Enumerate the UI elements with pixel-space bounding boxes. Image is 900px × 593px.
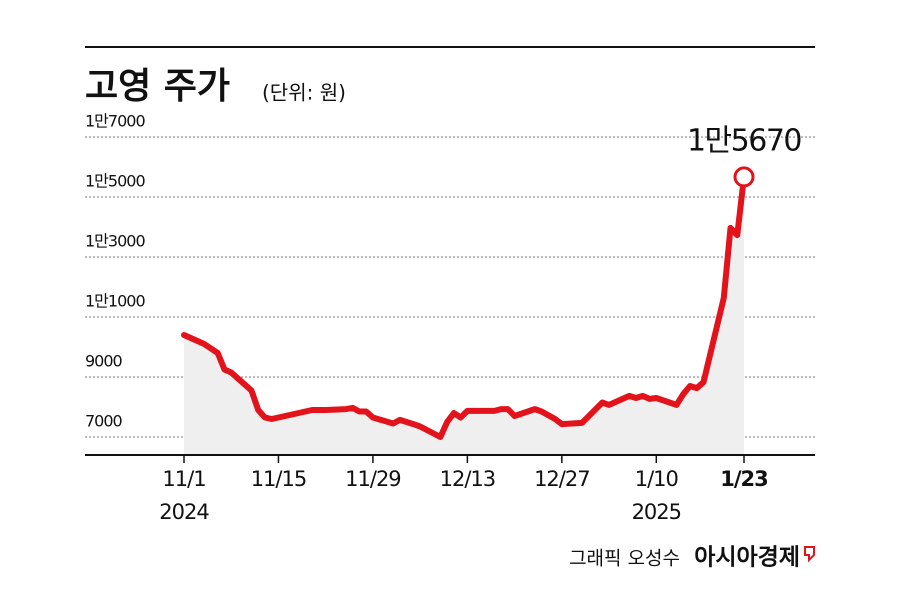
y-tick-label: 9000 bbox=[85, 352, 123, 371]
chart-title: 고영 주가 bbox=[85, 66, 230, 107]
x-tick-label: 12/27 bbox=[534, 467, 590, 491]
y-tick-label: 1만7000 bbox=[85, 112, 145, 131]
x-tick-label: 11/15 bbox=[251, 467, 307, 491]
y-tick-label: 1만3000 bbox=[85, 232, 145, 251]
x-tick-label: 11/1 bbox=[162, 467, 205, 491]
x-tick-label: 1/10 bbox=[635, 467, 678, 491]
x-tick-label: 12/13 bbox=[440, 467, 496, 491]
x-tick-label: 11/29 bbox=[345, 467, 401, 491]
y-tick-label: 1만5000 bbox=[85, 172, 145, 191]
last-point bbox=[733, 166, 755, 188]
x-tick-label: 1/23 bbox=[720, 467, 768, 491]
credit: 그래픽 오성수 bbox=[569, 548, 680, 570]
x-year-label: 2024 bbox=[159, 500, 209, 524]
source-logo bbox=[804, 546, 815, 563]
area bbox=[184, 176, 744, 455]
y-tick-label: 7000 bbox=[85, 412, 123, 431]
y-tick-label: 1만1000 bbox=[85, 292, 145, 311]
line bbox=[181, 173, 747, 440]
chart-subtitle: (단위: 원) bbox=[262, 81, 346, 105]
x-year-label: 2025 bbox=[632, 500, 681, 524]
source: 아시아경제 bbox=[694, 545, 800, 571]
last-value-label: 1만5670 bbox=[687, 123, 801, 158]
